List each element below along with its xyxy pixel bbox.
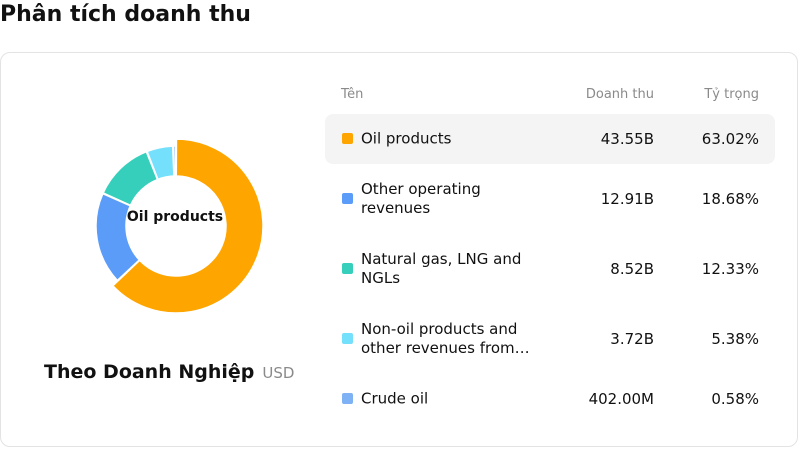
row-revenue: 8.52B <box>610 260 654 278</box>
donut-slice[interactable] <box>111 140 263 314</box>
row-share: 63.02% <box>701 130 759 148</box>
row-share: 0.58% <box>711 390 759 408</box>
donut-chart[interactable] <box>95 140 263 315</box>
donut-slice[interactable] <box>102 150 159 207</box>
table-row[interactable]: Crude oil 402.00M 0.58% <box>325 374 775 424</box>
segment-title-text: Theo Doanh Nghiệp <box>44 361 255 383</box>
row-name: Natural gas, LNG and NGLs <box>361 250 522 287</box>
donut-slice[interactable] <box>95 192 141 282</box>
row-name: Non-oil products and other revenues from… <box>361 320 530 357</box>
table-header: Tên Doanh thu Tỷ trọng <box>325 87 775 105</box>
header-revenue: Doanh thu <box>585 87 654 102</box>
currency-unit: USD <box>262 364 295 382</box>
row-share: 5.38% <box>711 330 759 348</box>
table-row[interactable]: Other operating revenues 12.91B 18.68% <box>325 174 775 224</box>
row-share: 12.33% <box>701 260 759 278</box>
header-name: Tên <box>341 87 364 102</box>
legend-swatch <box>342 333 353 344</box>
row-name: Oil products <box>361 129 452 148</box>
row-name: Crude oil <box>361 389 429 408</box>
table-row[interactable]: Oil products 43.55B 63.02% <box>325 114 775 164</box>
header-share: Tỷ trọng <box>704 87 759 102</box>
legend-swatch <box>342 393 353 404</box>
page-title: Phân tích doanh thu <box>0 2 251 27</box>
row-revenue: 3.72B <box>610 330 654 348</box>
row-revenue: 43.55B <box>600 130 654 148</box>
legend-swatch <box>342 263 353 274</box>
row-revenue: 12.91B <box>600 190 654 208</box>
row-revenue: 402.00M <box>588 390 654 408</box>
donut-center-label: Oil products <box>126 209 224 225</box>
row-share: 18.68% <box>701 190 759 208</box>
table-row[interactable]: Non-oil products and other revenues from… <box>325 314 775 364</box>
legend-swatch <box>342 133 353 144</box>
table-row[interactable]: Natural gas, LNG and NGLs 8.52B 12.33% <box>325 244 775 294</box>
donut-slice[interactable] <box>172 145 177 177</box>
segment-title: Theo Doanh Nghiệp USD <box>44 361 294 383</box>
legend-swatch <box>342 193 353 204</box>
donut-svg[interactable] <box>95 140 263 315</box>
row-name: Other operating revenues <box>361 180 481 217</box>
